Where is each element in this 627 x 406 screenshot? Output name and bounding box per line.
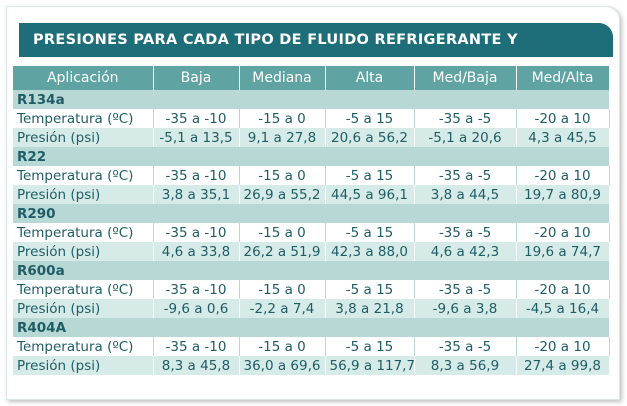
table-body: R134a Temperatura (ºC) -35 a -10 -15 a 0 -5 … xyxy=(13,90,610,375)
value-cell: -5 a 15 xyxy=(325,280,415,299)
value-cell: 8,3 a 56,9 xyxy=(414,356,517,375)
value-cell: 4,6 a 42,3 xyxy=(414,242,517,261)
row-label: Presión (psi) xyxy=(13,242,154,261)
row-label: Temperatura (ºC) xyxy=(13,223,154,242)
row-label: Presión (psi) xyxy=(13,185,154,204)
data-row: Presión (psi) -9,6 a 0,6 -2,2 a 7,4 3,8 a 2… xyxy=(13,299,610,318)
value-cell: 3,8 a 35,1 xyxy=(153,185,240,204)
value-cell: -15 a 0 xyxy=(239,337,326,356)
value-cell: -4,5 a 16,4 xyxy=(516,299,610,318)
value-cell: -5 a 15 xyxy=(325,223,415,242)
value-cell: 42,3 a 88,0 xyxy=(325,242,415,261)
group-name: R290 xyxy=(13,204,610,223)
value-cell: 36,0 a 69,6 xyxy=(239,356,326,375)
data-row: Temperatura (ºC) -35 a -10 -15 a 0 -5 a 15-… xyxy=(13,280,610,299)
value-cell: 56,9 a 117,7 xyxy=(325,356,415,375)
row-label: Temperatura (ºC) xyxy=(13,337,154,356)
data-row: Presión (psi) -5,1 a 13,5 9,1 a 27,8 20,6 a… xyxy=(13,128,610,147)
value-cell: -20 a 10 xyxy=(516,166,610,185)
header-cell: Aplicación xyxy=(13,66,154,90)
value-cell: -20 a 10 xyxy=(516,280,610,299)
value-cell: 26,2 a 51,9 xyxy=(239,242,326,261)
value-cell: -35 a -10 xyxy=(153,337,240,356)
value-cell: -20 a 10 xyxy=(516,109,610,128)
data-row: Presión (psi) 8,3 a 45,8 36,0 a 69,6 56,9 a… xyxy=(13,356,610,375)
row-label: Presión (psi) xyxy=(13,356,154,375)
group-name: R600a xyxy=(13,261,610,280)
value-cell: -35 a -5 xyxy=(414,166,517,185)
value-cell: -2,2 a 7,4 xyxy=(239,299,326,318)
row-label: Temperatura (ºC) xyxy=(13,166,154,185)
value-cell: -20 a 10 xyxy=(516,223,610,242)
value-cell: 3,8 a 44,5 xyxy=(414,185,517,204)
header-cell: Mediana xyxy=(239,66,326,90)
value-cell: -5 a 15 xyxy=(325,109,415,128)
data-row: Temperatura (ºC) -35 a -10 -15 a 0 -5 a 15-… xyxy=(13,223,610,242)
value-cell: -20 a 10 xyxy=(516,337,610,356)
value-cell: -35 a -5 xyxy=(414,109,517,128)
value-cell: 27,4 a 99,8 xyxy=(516,356,610,375)
value-cell: -35 a -5 xyxy=(414,280,517,299)
group-row: R290 xyxy=(13,204,610,223)
value-cell: 8,3 a 45,8 xyxy=(153,356,240,375)
value-cell: -9,6 a 3,8 xyxy=(414,299,517,318)
group-name: R134a xyxy=(13,90,610,109)
header-cell: Baja xyxy=(153,66,240,90)
value-cell: -15 a 0 xyxy=(239,280,326,299)
value-cell: -35 a -10 xyxy=(153,166,240,185)
value-cell: -35 a -10 xyxy=(153,223,240,242)
group-row: R404A xyxy=(13,318,610,337)
value-cell: -35 a -10 xyxy=(153,280,240,299)
value-cell: -15 a 0 xyxy=(239,109,326,128)
group-name: R404A xyxy=(13,318,610,337)
group-row: R600a xyxy=(13,261,610,280)
row-label: Temperatura (ºC) xyxy=(13,280,154,299)
value-cell: -5,1 a 20,6 xyxy=(414,128,517,147)
value-cell: 19,6 a 74,7 xyxy=(516,242,610,261)
value-cell: 3,8 a 21,8 xyxy=(325,299,415,318)
value-cell: -5 a 15 xyxy=(325,337,415,356)
value-cell: -15 a 0 xyxy=(239,223,326,242)
group-name: R22 xyxy=(13,147,610,166)
header-row: Aplicación Baja Mediana Alta Med/Baja Med/Alt… xyxy=(13,66,610,90)
value-cell: -5,1 a 13,5 xyxy=(153,128,240,147)
data-row: Presión (psi) 3,8 a 35,1 26,9 a 55,2 44,5 a… xyxy=(13,185,610,204)
row-label: Temperatura (ºC) xyxy=(13,109,154,128)
value-cell: -9,6 a 0,6 xyxy=(153,299,240,318)
row-label: Presión (psi) xyxy=(13,128,154,147)
header-cell: Med/Baja xyxy=(414,66,517,90)
value-cell: -35 a -5 xyxy=(414,337,517,356)
value-cell: 44,5 a 96,1 xyxy=(325,185,415,204)
group-row: R22 xyxy=(13,147,610,166)
header-cell: Med/Alta xyxy=(516,66,610,90)
value-cell: -5 a 15 xyxy=(325,166,415,185)
row-label: Presión (psi) xyxy=(13,299,154,318)
header-cell: Alta xyxy=(325,66,415,90)
value-cell: -15 a 0 xyxy=(239,166,326,185)
value-cell: 19,7 a 80,9 xyxy=(516,185,610,204)
card: PRESIONES PARA CADA TIPO DE FLUIDO REFRI… xyxy=(6,6,620,400)
table: Aplicación Baja Mediana Alta Med/Baja Med/Alt… xyxy=(13,66,610,375)
value-cell: -35 a -10 xyxy=(153,109,240,128)
value-cell: 4,6 a 33,8 xyxy=(153,242,240,261)
data-row: Temperatura (ºC) -35 a -10 -15 a 0 -5 a 15-… xyxy=(13,337,610,356)
group-row: R134a xyxy=(13,90,610,109)
data-row: Presión (psi) 4,6 a 33,8 26,2 a 51,9 42,3 a… xyxy=(13,242,610,261)
value-cell: 4,3 a 45,5 xyxy=(516,128,610,147)
value-cell: 9,1 a 27,8 xyxy=(239,128,326,147)
value-cell: 20,6 a 56,2 xyxy=(325,128,415,147)
data-row: Temperatura (ºC) -35 a -10 -15 a 0 -5 a 15-… xyxy=(13,166,610,185)
data-row: Temperatura (ºC) -35 a -10 -15 a 0 -5 a 15-… xyxy=(13,109,610,128)
title: PRESIONES PARA CADA TIPO DE FLUIDO REFRI… xyxy=(19,23,613,82)
value-cell: 26,9 a 55,2 xyxy=(239,185,326,204)
value-cell: -35 a -5 xyxy=(414,223,517,242)
